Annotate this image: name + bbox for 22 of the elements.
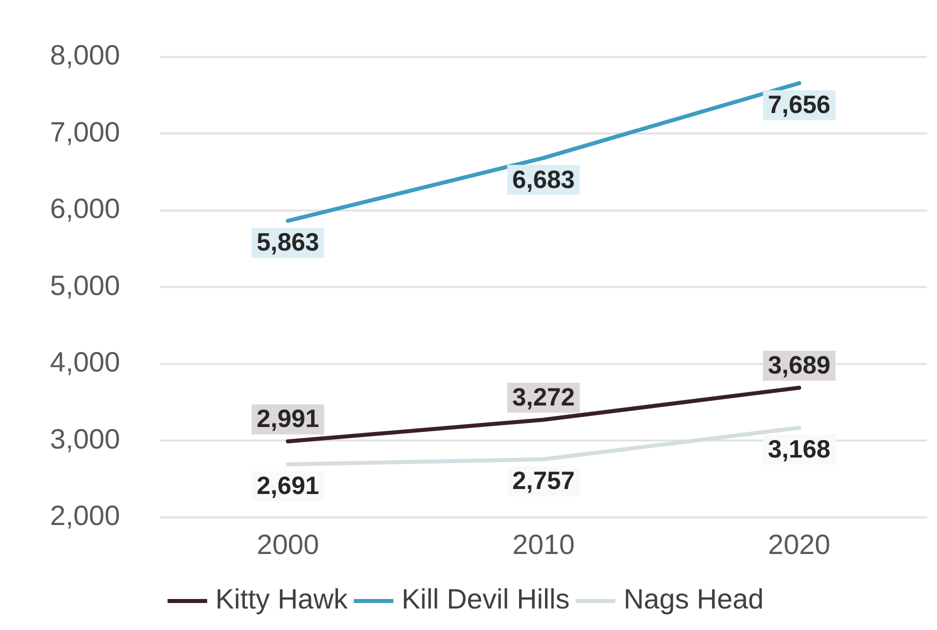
y-tick-label: 6,000 <box>50 193 120 224</box>
y-tick-label: 3,000 <box>50 423 120 454</box>
y-tick-label: 2,000 <box>50 500 120 532</box>
y-tick-label: 4,000 <box>50 346 120 378</box>
y-tick-label: 7,000 <box>50 116 120 148</box>
data-label: 2,991 <box>256 405 320 434</box>
x-tick-label: 2020 <box>768 528 830 560</box>
x-tick-label: 2000 <box>256 528 320 560</box>
data-label: 3,168 <box>768 436 831 464</box>
data-label: 3,689 <box>768 352 830 380</box>
data-label: 6,683 <box>512 166 575 194</box>
legend-label: Nags Head <box>624 584 764 615</box>
data-label: 3,272 <box>512 384 575 412</box>
y-tick-label: 5,000 <box>50 270 120 301</box>
legend-label: Kill Devil Hills <box>402 584 570 615</box>
data-label: 2,757 <box>512 467 575 496</box>
y-tick-label: 8,000 <box>50 40 120 71</box>
data-label: 7,656 <box>768 91 830 120</box>
data-label: 5,863 <box>256 228 320 257</box>
x-tick-label: 2010 <box>512 528 575 560</box>
legend-label: Kitty Hawk <box>215 584 349 615</box>
data-label: 2,691 <box>256 472 320 500</box>
